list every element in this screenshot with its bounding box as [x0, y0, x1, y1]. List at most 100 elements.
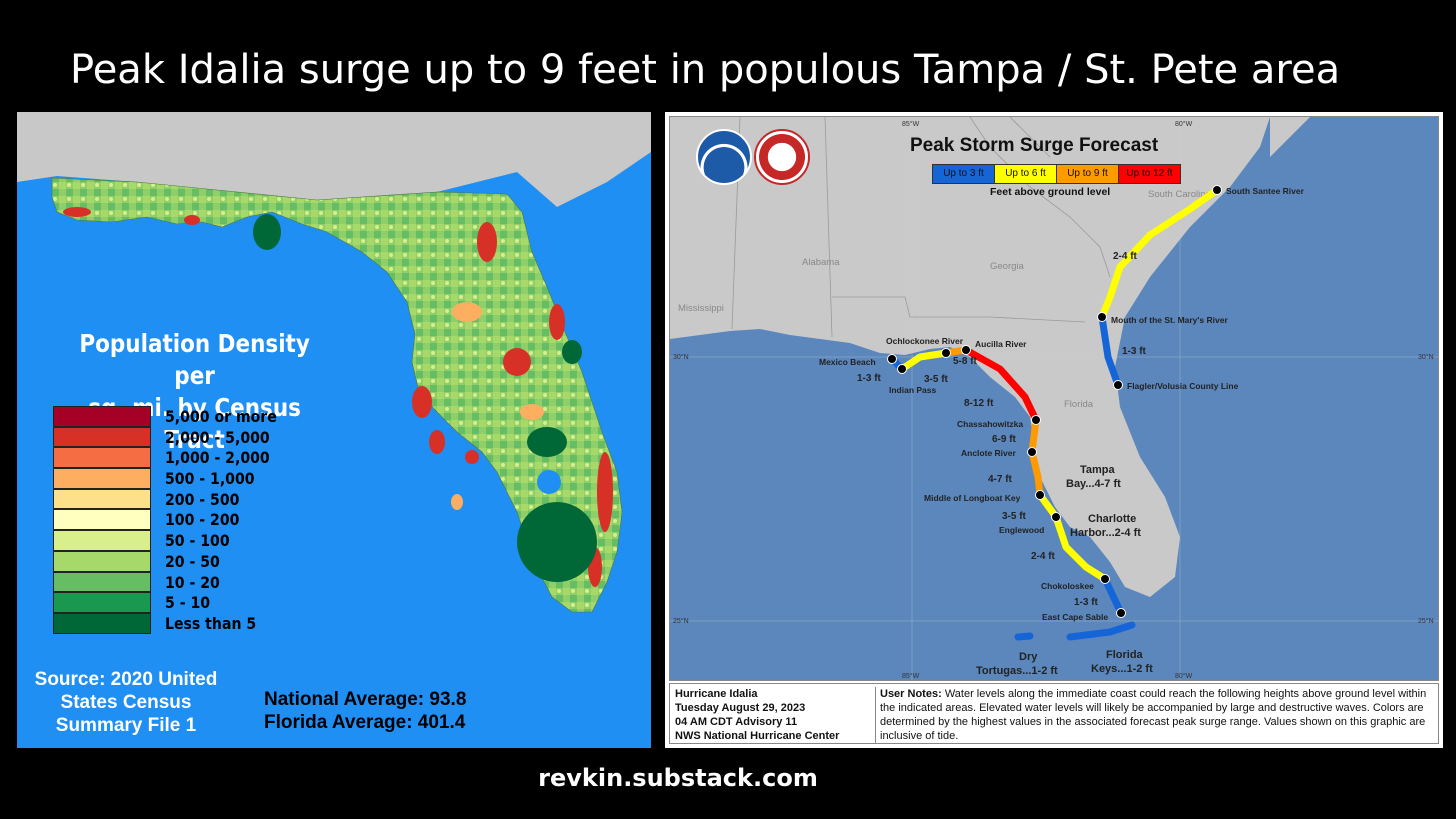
surge-label-anclote: 4-7 ft [988, 474, 1013, 485]
surge-label-chokoloskee: 1-3 ft [1074, 597, 1099, 608]
lon-80-label-bottom: 80°W [1175, 672, 1193, 680]
density-legend-swatch [53, 571, 151, 593]
source-line2: States Census [60, 692, 192, 713]
density-legend-swatch [53, 447, 151, 469]
density-legend-swatch [53, 550, 151, 572]
density-legend-label: 5,000 or more [165, 407, 277, 426]
nws-logo [754, 129, 810, 185]
surge-segment-everglades [1101, 575, 1125, 617]
surge-segment-tortugas [1014, 632, 1034, 641]
surge-label-ochlockonee: 5-8 ft [953, 356, 978, 367]
density-legend-swatch [53, 592, 151, 613]
storm-surge-forecast-panel: 85°W 80°W 30°N 30°N 25°N 25°N 85°W 80°W … [665, 112, 1443, 748]
density-legend-label: 100 - 200 [165, 510, 240, 530]
surge-map-title: Peak Storm Surge Forecast [910, 135, 1159, 156]
density-legend-label: 10 - 20 [165, 572, 220, 592]
population-density-map: Population Density per sq. mi. by Census… [17, 112, 651, 748]
surge-label-ne-fl: 1-3 ft [1122, 346, 1147, 357]
density-legend-label: 2,000 - 5,000 [165, 427, 270, 447]
footer-credit: revkin.substack.com [538, 764, 818, 792]
state-label-alabama: Alabama [802, 257, 840, 268]
density-legend-swatch [53, 530, 151, 551]
density-legend-label: 200 - 500 [165, 489, 240, 509]
lat-25-label-right: 25°N [1418, 617, 1434, 625]
tampa-bay-label-1: Tampa [1080, 464, 1116, 476]
lat-30-label-left: 30°N [673, 353, 689, 361]
surge-legend-item: Up to 9 ft [1057, 165, 1119, 183]
lake-okeechobee [537, 470, 561, 494]
loc-south-santee: South Santee River [1226, 186, 1305, 196]
surge-label-mexico-beach: 1-3 ft [857, 373, 882, 384]
surge-segment-tampa [1028, 448, 1044, 499]
surge-legend-caption: Feet above ground level [990, 186, 1111, 198]
density-legend-label: 1,000 - 2,000 [165, 448, 270, 468]
advisory-source: NWS National Hurricane Center [675, 730, 840, 742]
density-legend-swatch [53, 612, 151, 634]
surge-legend: Up to 3 ft Up to 6 ft Up to 9 ft Up to 12 f… [932, 164, 1181, 184]
surge-label-ga: 2-4 ft [1113, 251, 1138, 262]
surge-legend-item: Up to 12 ft [1119, 165, 1180, 183]
surge-label-big-bend: 8-12 ft [964, 398, 994, 409]
loc-chokoloskee: Chokoloskee [1041, 581, 1094, 591]
surge-segment-sw-florida [1036, 491, 1109, 583]
page-title: Peak Idalia surge up to 9 feet in populo… [70, 47, 1341, 93]
national-average: National Average: 93.8 [264, 689, 467, 710]
keys-label-2: Keys...1-2 ft [1091, 663, 1153, 675]
florida-density-map-graphic [17, 112, 651, 613]
lon-85-label-top: 85°W [902, 120, 920, 128]
florida-shape [51, 177, 623, 613]
surge-segment-keys [1066, 621, 1136, 641]
loc-flagler-volusia: Flagler/Volusia County Line [1127, 381, 1239, 391]
keys-label-1: Florida [1106, 649, 1144, 661]
source-line3: Summary File 1 [55, 715, 197, 736]
loc-longboat-key: Middle of Longboat Key [924, 493, 1021, 503]
noaa-logo [696, 129, 752, 185]
source-line1: Source: 2020 United [34, 669, 218, 690]
surge-segment-ne-florida [1098, 313, 1122, 389]
density-legend-swatch [53, 488, 151, 510]
surge-label-englewood: 2-4 ft [1031, 551, 1056, 562]
loc-aucilla: Aucilla River [975, 339, 1027, 349]
surge-map-graphic: 85°W 80°W 30°N 30°N 25°N 25°N 85°W 80°W … [670, 117, 1438, 680]
loc-indian-pass: Indian Pass [889, 385, 937, 395]
state-label-georgia: Georgia [990, 261, 1025, 272]
loc-chassahowitzka: Chassahowitzka [957, 419, 1023, 429]
density-legend-swatch [53, 426, 151, 448]
tortugas-label-2: Tortugas...1-2 ft [976, 665, 1058, 677]
charlotte-harbor-label-2: Harbor...2-4 ft [1070, 527, 1141, 539]
loc-englewood: Englewood [999, 525, 1044, 535]
density-legend-swatch [53, 468, 151, 489]
user-notes-text: Water levels along the immediate coast c… [880, 688, 1427, 742]
surge-segment-big-bend [962, 346, 1040, 424]
surge-label-longboat: 3-5 ft [1002, 511, 1027, 522]
surge-label-indian-pass: 3-5 ft [924, 374, 949, 385]
loc-ochlockonee: Ochlockonee River [886, 336, 964, 346]
advisory-date: Tuesday August 29, 2023 [675, 702, 806, 714]
surge-label-chassahowitzka: 6-9 ft [992, 434, 1017, 445]
surge-legend-item: Up to 6 ft [995, 165, 1057, 183]
averages: National Average: 93.8 Florida Average: … [264, 688, 466, 734]
tortugas-label-1: Dry [1019, 651, 1038, 663]
loc-mexico-beach: Mexico Beach [819, 357, 876, 367]
state-label-mississippi: Mississippi [678, 303, 724, 314]
tampa-bay-label-2: Bay...4-7 ft [1066, 478, 1121, 490]
state-label-florida: Florida [1064, 399, 1094, 410]
advisory-number: 04 AM CDT Advisory 11 [675, 716, 798, 728]
surge-segment-indian-pass [898, 349, 950, 373]
loc-anclote: Anclote River [961, 448, 1016, 458]
density-legend-swatch [53, 406, 151, 427]
density-legend-label: 500 - 1,000 [165, 469, 255, 489]
density-legend-label: 20 - 50 [165, 551, 220, 571]
charlotte-harbor-label-1: Charlotte [1088, 513, 1136, 525]
lon-80-label-top: 80°W [1175, 120, 1193, 128]
legend-title-line1: Population Density per [79, 329, 310, 390]
advisory-details: Hurricane Idalia Tuesday August 29, 2023… [675, 687, 871, 743]
density-legend-label: Less than 5 [165, 613, 257, 633]
surge-segment-ga-sc [1098, 186, 1221, 321]
source-note: Source: 2020 United States Census Summar… [23, 668, 229, 737]
advisory-info-box: Hurricane Idalia Tuesday August 29, 2023… [669, 683, 1439, 744]
loc-st-marys: Mouth of the St. Mary's River [1111, 315, 1228, 325]
surge-legend-item: Up to 3 ft [933, 165, 995, 183]
lat-25-label-left: 25°N [673, 617, 689, 625]
state-label-south-carolina: South Carolina [1148, 189, 1212, 200]
